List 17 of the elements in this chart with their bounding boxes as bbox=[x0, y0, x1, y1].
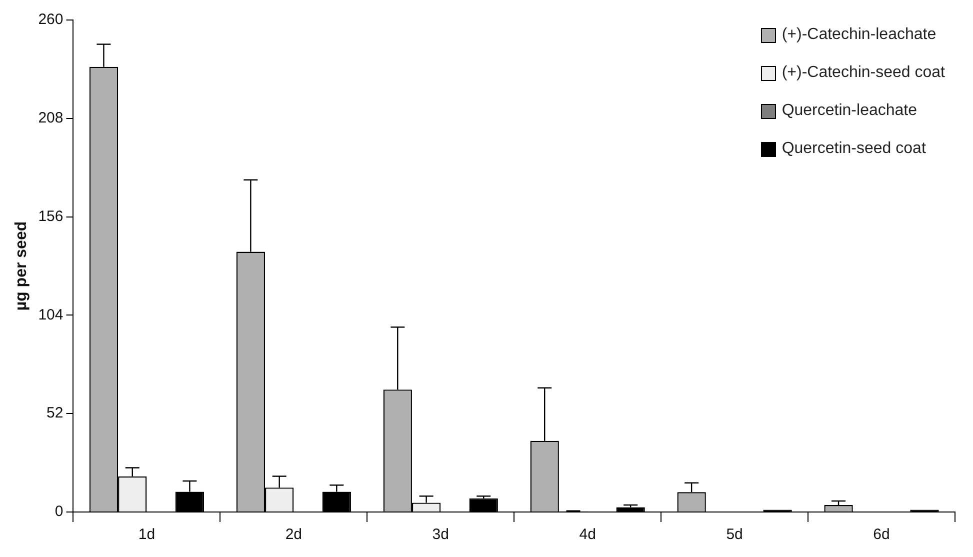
legend-label: (+)-Catechin-seed coat bbox=[782, 64, 945, 82]
x-tick-label: 4d bbox=[579, 526, 596, 544]
y-axis-title: µg per seed bbox=[13, 221, 30, 311]
x-tick-label: 6d bbox=[873, 526, 890, 544]
x-tick-label: 5d bbox=[726, 526, 743, 544]
y-tick-label: 156 bbox=[38, 208, 64, 225]
y-tick-label: 52 bbox=[46, 404, 64, 422]
y-tick-label: 104 bbox=[38, 306, 64, 324]
x-tick-label: 3d bbox=[432, 526, 449, 544]
x-tick-label: 1d bbox=[138, 526, 156, 544]
y-tick-label: 0 bbox=[54, 503, 64, 520]
y-tick-label: 260 bbox=[38, 11, 64, 28]
y-tick-label: 208 bbox=[38, 110, 64, 127]
legend-label: (+)-Catechin-leachate bbox=[782, 26, 936, 44]
x-tick-label: 2d bbox=[285, 526, 302, 544]
legend-label: Quercetin-seed coat bbox=[782, 140, 926, 158]
legend-label: Quercetin-leachate bbox=[782, 102, 917, 120]
